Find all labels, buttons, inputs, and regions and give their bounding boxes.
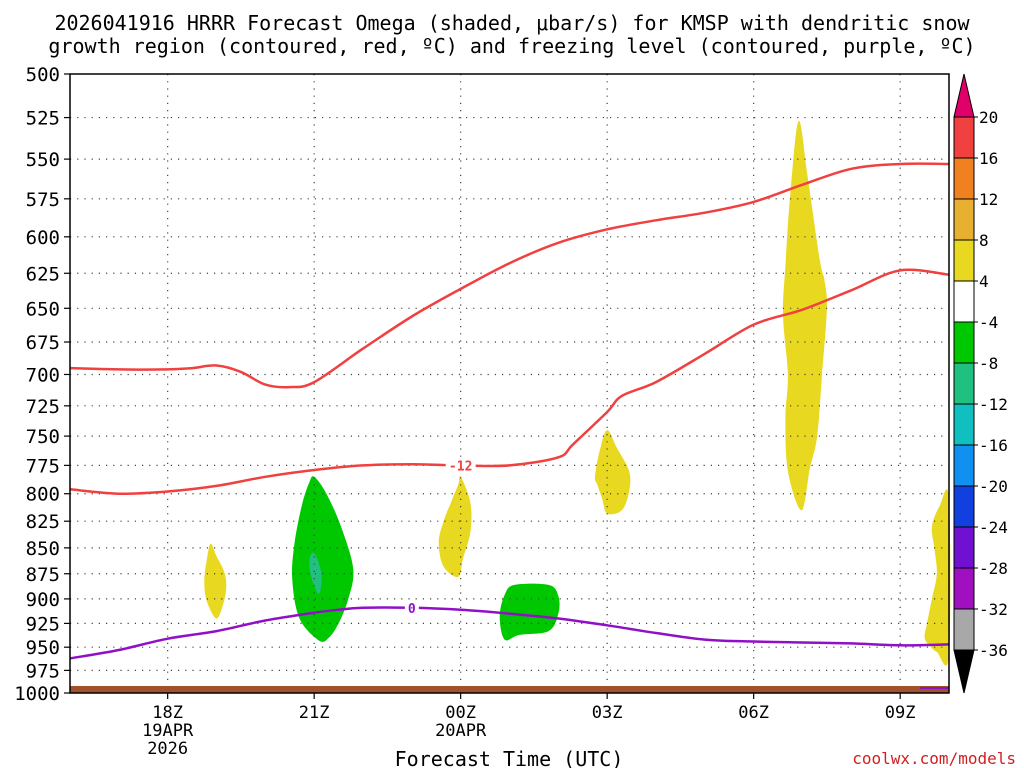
- y-tick-label: 800: [26, 484, 60, 506]
- y-tick-label: 975: [26, 660, 60, 682]
- chart-title-line2: growth region (contoured, red, ºC) and f…: [48, 34, 975, 58]
- credit-text: coolwx.com/models: [852, 749, 1016, 768]
- colorbar-swatch: [953, 157, 975, 200]
- x-tick-date: 20APR: [435, 721, 487, 741]
- colorbar-label: -12: [979, 395, 1008, 414]
- colorbar-swatch: [953, 362, 975, 405]
- colorbar-label: -16: [979, 436, 1008, 455]
- freezing-level-label-bg: [404, 600, 419, 615]
- x-tick-label: 03Z: [592, 703, 623, 723]
- x-tick-label: 21Z: [299, 703, 330, 723]
- y-tick-label: 625: [26, 263, 60, 285]
- colorbar-swatch: [953, 608, 975, 651]
- surface-terrain-bar: [70, 686, 949, 693]
- y-tick-label: 650: [26, 298, 60, 320]
- y-tick-label: 575: [26, 189, 60, 211]
- x-tick-label: 09Z: [885, 703, 916, 723]
- colorbar-swatch: [953, 485, 975, 528]
- omega-plus4-d: [782, 120, 827, 511]
- y-tick-label: 875: [26, 564, 60, 586]
- colorbar-top-arrow: [953, 73, 975, 118]
- y-tick-label: 500: [26, 64, 60, 86]
- y-tick-label: 925: [26, 613, 60, 635]
- colorbar-swatch: [953, 444, 975, 487]
- omega-shading-layer: [204, 120, 951, 666]
- omega-plus4-c: [594, 430, 631, 515]
- dgz-upper-line: [69, 162, 950, 389]
- y-tick-label: 900: [26, 589, 60, 611]
- omega-plus4-b: [438, 476, 472, 578]
- chart-title-line1: 2026041916 HRRR Forecast Omega (shaded, …: [54, 11, 970, 35]
- y-tick-label: 725: [26, 396, 60, 418]
- colorbar-label: 20: [979, 108, 998, 127]
- y-tick-label: 700: [26, 364, 60, 386]
- y-tick-label: 950: [26, 637, 60, 659]
- y-tick-label: 775: [26, 455, 60, 477]
- colorbar-swatch: [953, 198, 975, 241]
- dgz-lower-label: -12: [449, 459, 472, 474]
- omega-minus4-a: [291, 476, 354, 642]
- y-tick-label: 750: [26, 426, 60, 448]
- y-tick-label: 825: [26, 511, 60, 533]
- colorbar-swatch: [953, 280, 975, 323]
- x-tick-label: 18Z: [152, 703, 183, 723]
- omega-minus4-b: [499, 583, 560, 641]
- colorbar-label: 4: [979, 272, 989, 291]
- colorbar-swatch: [953, 239, 975, 282]
- colorbar: 20 16 12 8 4 -4 -8 -12 -16 -20 -24 -28 -32 -36: [953, 73, 1008, 694]
- pressure-axis: 500 525 550 575 600 625 650 675 700 725 750 775 800 8…: [14, 64, 70, 705]
- colorbar-label: -8: [979, 354, 998, 373]
- dgz-lower-label-bg: [445, 458, 476, 473]
- y-tick-label: 525: [26, 108, 60, 130]
- y-tick-label: 675: [26, 332, 60, 354]
- colorbar-label: 8: [979, 231, 989, 250]
- colorbar-label: -20: [979, 477, 1008, 496]
- x-tick-date: 19APR: [142, 721, 194, 741]
- omega-plus4-a: [204, 543, 227, 619]
- plot-frame: [69, 73, 950, 694]
- x-tick-label: 00Z: [445, 703, 476, 723]
- colorbar-label: -28: [979, 559, 1008, 578]
- colorbar-label: -36: [979, 641, 1008, 660]
- colorbar-swatch: [953, 403, 975, 446]
- colorbar-bottom-arrow: [953, 649, 975, 694]
- colorbar-swatch: [953, 526, 975, 569]
- contour-layer: -12 0: [69, 162, 950, 660]
- y-tick-label: 850: [26, 538, 60, 560]
- colorbar-swatch: [953, 567, 975, 610]
- colorbar-label: -32: [979, 600, 1008, 619]
- y-tick-label: 1000: [14, 683, 60, 705]
- colorbar-swatch: [953, 116, 975, 159]
- colorbar-label: 12: [979, 190, 998, 209]
- x-tick-label: 06Z: [738, 703, 769, 723]
- x-axis-label: Forecast Time (UTC): [395, 747, 624, 768]
- freezing-level-label: 0: [408, 602, 416, 617]
- dgz-lower-line: [69, 268, 950, 496]
- y-tick-label: 550: [26, 149, 60, 171]
- colorbar-label: -24: [979, 518, 1008, 537]
- colorbar-label: 16: [979, 149, 998, 168]
- x-tick-year: 2026: [147, 739, 188, 759]
- colorbar-label: -4: [979, 313, 998, 332]
- colorbar-swatch: [953, 321, 975, 364]
- y-tick-label: 600: [26, 227, 60, 249]
- omega-plus4-e: [924, 489, 951, 666]
- freezing-level-line: [69, 606, 950, 660]
